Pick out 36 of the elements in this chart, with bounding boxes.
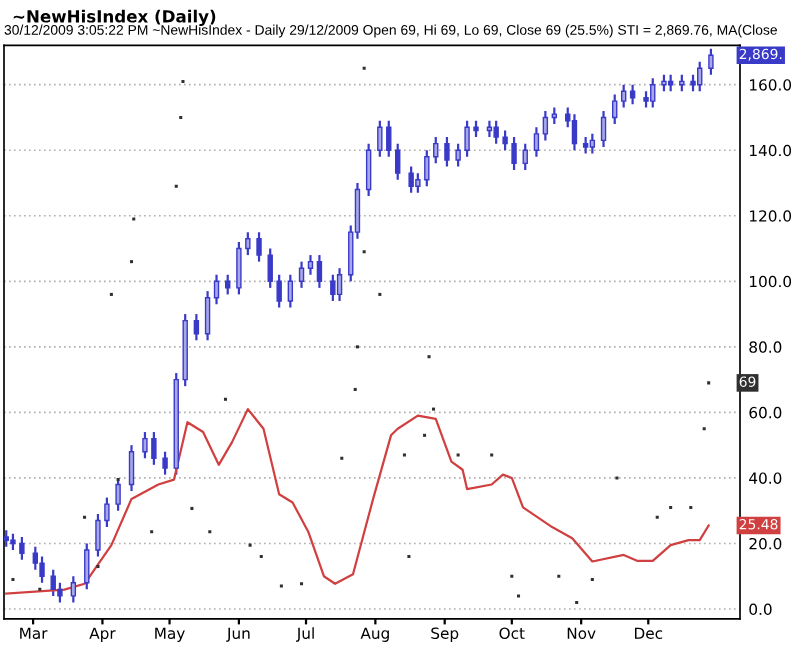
candlestick [84,542,90,591]
line-series [5,408,710,595]
chart-title: ~NewHisIndex (Daily) [13,9,216,26]
candlestick [330,273,336,303]
candlestick [377,119,383,158]
candlestick [224,273,231,296]
candlestick [650,77,656,109]
candlestick [50,568,56,598]
candlestick [444,136,450,168]
candlestick [39,555,45,584]
candlestick [316,253,323,289]
candlestick [162,450,168,476]
candlestick [336,267,343,303]
candlestick [307,253,314,276]
candlestick [193,312,200,342]
candlestick [522,142,528,171]
candlestick [395,142,401,181]
candlestick [298,260,305,289]
candlestick [256,231,262,263]
candlestick [533,126,540,158]
candlestick [600,109,607,149]
candlestick [612,93,618,126]
candlestick [128,444,135,493]
candlestick [620,83,627,109]
candlestick [70,575,77,604]
candlestick [542,109,549,142]
candlestick [571,113,578,152]
candlestick [408,165,414,194]
candlestick [708,47,714,76]
candlestick [204,290,211,342]
candlestick [697,60,703,93]
candlestick [213,273,220,306]
candlestick [365,142,372,198]
candlestick [287,273,294,309]
candlestick [115,476,121,512]
candlestick [589,132,596,155]
